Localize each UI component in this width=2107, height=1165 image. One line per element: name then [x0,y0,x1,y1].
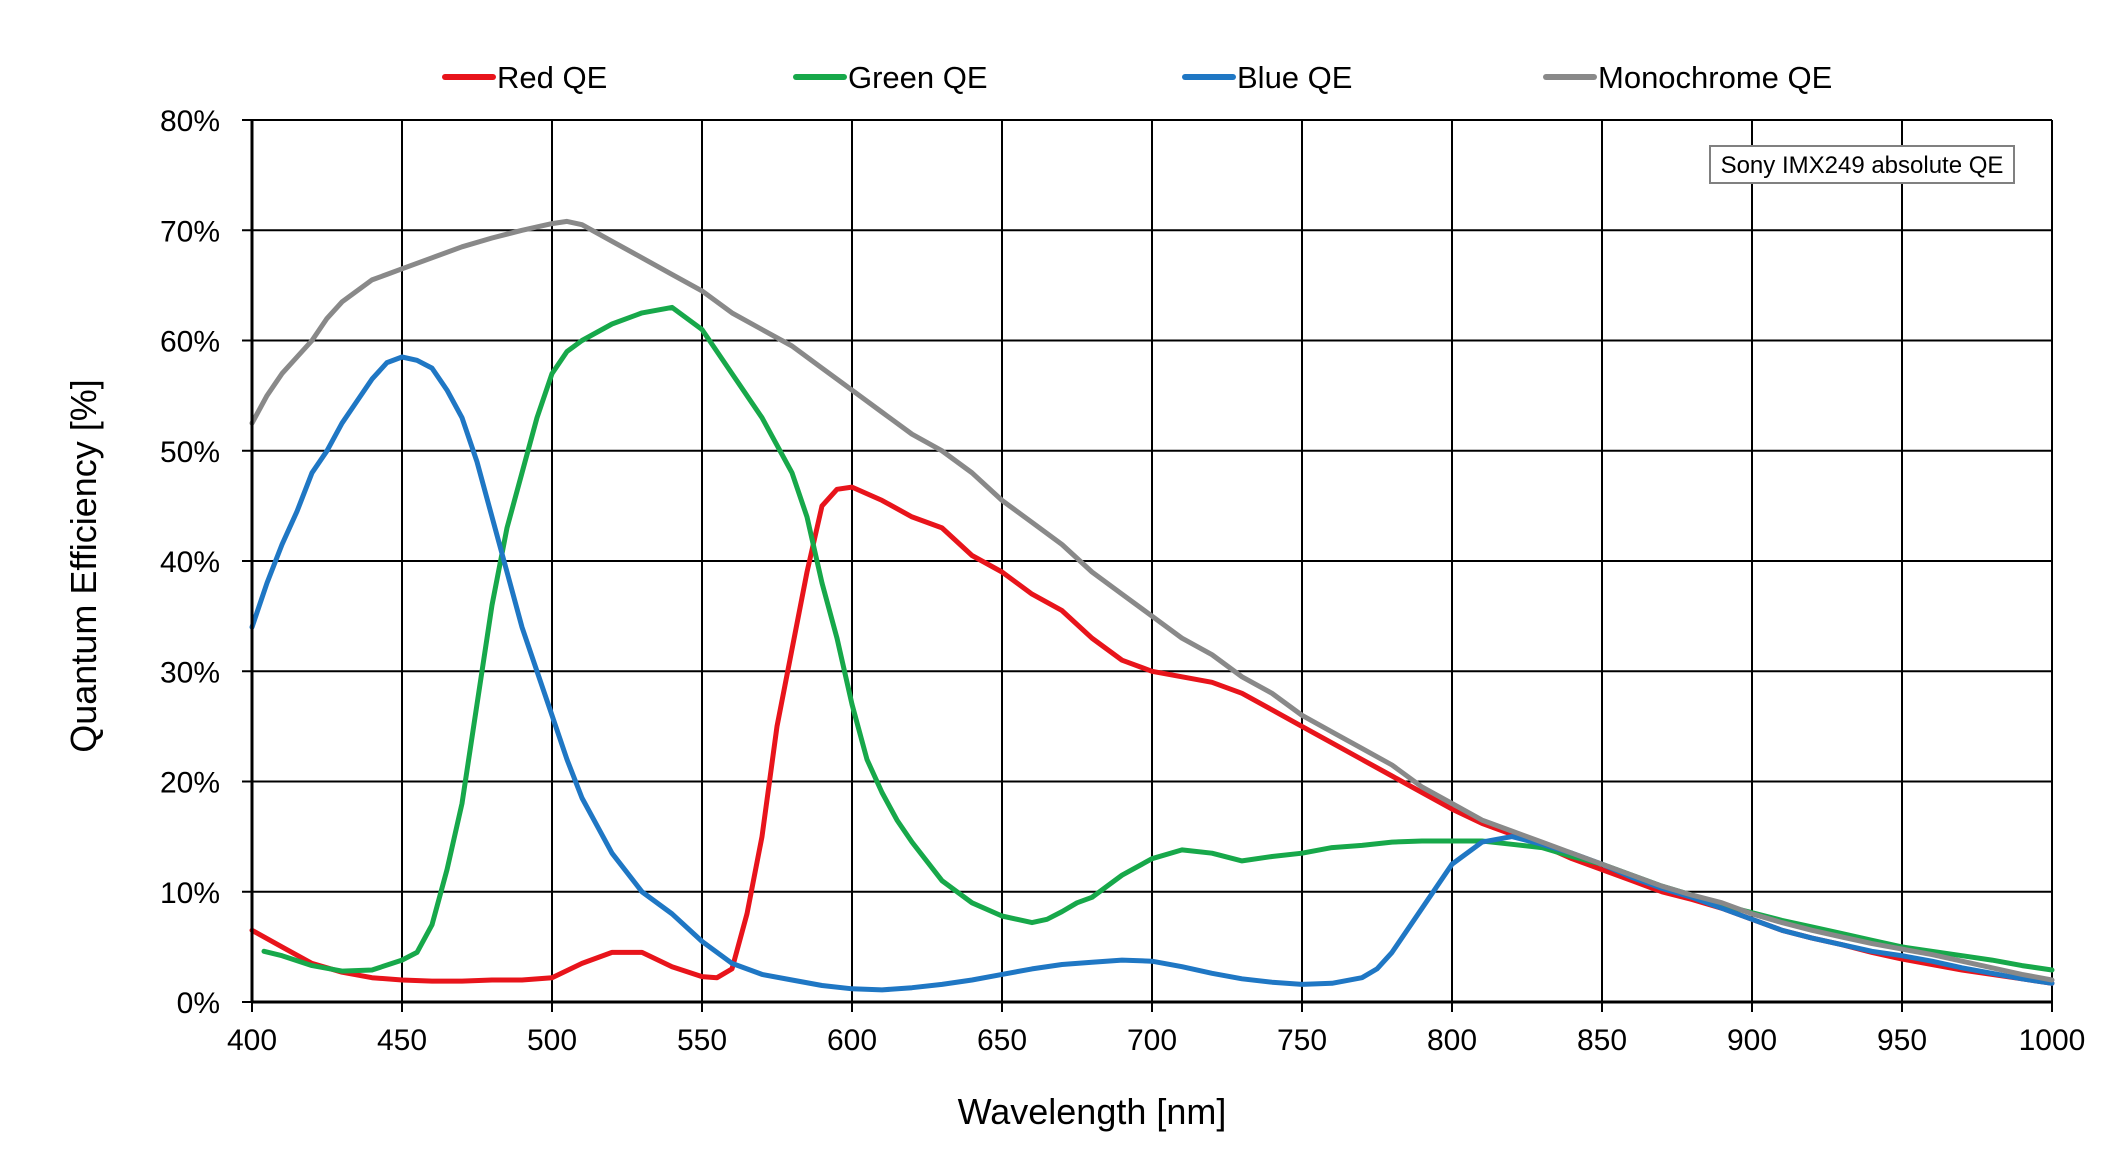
x-tick-label: 1000 [2019,1024,2086,1057]
x-tick-label: 900 [1727,1024,1777,1057]
y-tick-label: 10% [160,877,220,910]
y-tick-label: 30% [160,656,220,689]
x-tick-label: 550 [677,1024,727,1057]
x-tick-label: 850 [1577,1024,1627,1057]
y-tick-label: 80% [160,105,220,138]
monochrome-qe-line [249,218,2055,983]
x-tick-label: 600 [827,1024,877,1057]
x-tick-label: 500 [527,1024,577,1057]
x-tick-label: 700 [1127,1024,1177,1057]
x-tick-label: 750 [1277,1024,1327,1057]
x-tick-labels: 400 450 500 550 600 650 700 750 800 850 900 950 1000 [227,1024,2085,1057]
legend: Red QE Green QE Blue QE Monochrome QE [442,60,1832,95]
x-tick-label: 800 [1427,1024,1477,1057]
series-layer [249,218,2055,993]
axes [242,119,2053,1012]
y-tick-label: 70% [160,215,220,248]
y-tick-label: 40% [160,546,220,579]
gridlines [251,119,2053,1003]
y-tick-label: 20% [160,767,220,800]
legend-label-red-qe: Red QE [497,60,607,95]
x-axis-title: Wavelength [nm] [958,1091,1227,1132]
x-tick-label: 650 [977,1024,1027,1057]
y-axis-title: Quantum Efficiency [%] [63,379,104,753]
x-tick-label: 950 [1877,1024,1927,1057]
legend-label-blue-qe: Blue QE [1237,60,1352,95]
y-tick-label: 50% [160,436,220,469]
annotation-box: Sony IMX249 absolute QE [1709,145,2015,184]
legend-label-monochrome-qe: Monochrome QE [1598,60,1832,95]
x-tick-label: 400 [227,1024,277,1057]
legend-label-green-qe: Green QE [848,60,988,95]
annotation-text: Sony IMX249 absolute QE [1721,152,2004,179]
y-tick-labels: 0% 10% 20% 30% 40% 50% 60% 70% 80% [160,105,220,1020]
y-tick-label: 0% [177,987,220,1020]
annotation-frame [1709,145,2015,184]
y-tick-label: 60% [160,326,220,359]
x-tick-label: 450 [377,1024,427,1057]
